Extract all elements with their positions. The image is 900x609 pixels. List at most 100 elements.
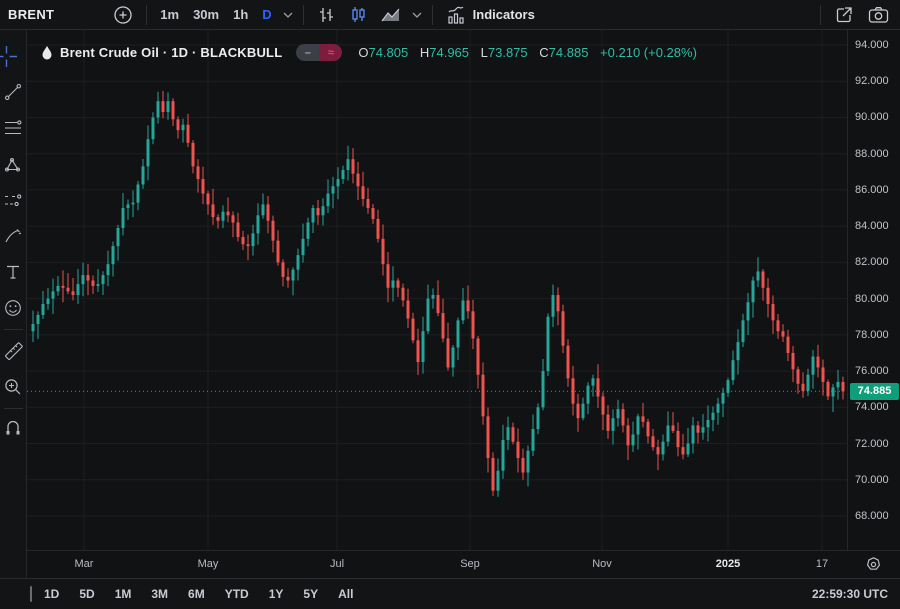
share-button[interactable] [827,2,861,28]
share-icon [834,5,854,25]
fib-retracement-icon [4,119,22,137]
magnet-icon [4,421,22,439]
close-label: C [539,45,549,60]
time-axis-label: Jul [329,558,345,570]
magnet-tool-button[interactable] [0,412,27,448]
range-button-5y[interactable]: 5Y [303,587,319,601]
time-axis-label: 17 [815,558,829,570]
crosshair-tool-button[interactable] [0,38,23,74]
price-axis-label: 76.000 [855,365,889,378]
toggle-approx-segment[interactable]: ≈ [319,44,343,61]
price-axis-label: 82.000 [855,256,889,269]
crosshair-icon [0,45,17,67]
timeframe-1m-button[interactable]: 1m [160,7,180,22]
toolbar-divider [146,4,148,25]
trend-line-icon [4,83,22,101]
price-axis-label: 80.000 [855,292,889,305]
toggle-dash-segment[interactable]: – [296,44,320,61]
high-label: H [419,45,430,60]
range-button-all[interactable]: All [338,587,354,601]
price-axis-label: 78.000 [855,328,889,341]
emoji-tool-button[interactable] [0,290,27,326]
projection-icon [4,192,22,209]
range-button-1m[interactable]: 1M [114,587,132,601]
price-axis-label: 94.000 [855,39,889,51]
high-value: 74.965 [429,45,470,60]
range-toolbar: 1D 5D 1M 3M 6M YTD 1Y 5Y All 22:59:30 UTC [0,578,900,609]
chart-area: Brent Crude Oil · 1D · BLACKBULL – ≈ O74… [0,30,900,550]
candles-chart-type-button[interactable] [342,2,374,28]
symbol-label[interactable]: BRENT [8,7,55,22]
close-value: 74.885 [548,45,589,60]
legend-title[interactable]: Brent Crude Oil · 1D · BLACKBULL [60,45,283,60]
ruler-tool-button[interactable] [0,333,27,369]
indicators-button[interactable]: Indicators [439,2,542,28]
camera-icon [868,6,889,24]
ohlc-readout: O74.805 H74.965 L73.875 C74.885 +0.210 (… [358,45,697,60]
price-axis-label: 92.000 [855,75,889,88]
clock-utc[interactable]: 22:59:30 UTC [811,587,888,601]
projection-tool-button[interactable] [0,182,27,218]
zoom-in-icon [4,378,22,396]
xabcd-pattern-icon [4,156,22,173]
bars-chart-type-button[interactable] [310,2,342,28]
xabcd-pattern-tool-button[interactable] [0,146,27,182]
range-button-5d[interactable]: 5D [79,587,95,601]
candles-icon [349,6,367,24]
price-axis-label: 68.000 [855,510,889,522]
range-button-ytd[interactable]: YTD [224,587,249,601]
toolbar-divider [820,4,821,25]
oil-drop-icon [40,45,54,61]
low-value: 73.875 [487,45,528,60]
low-label: L [480,45,488,60]
screenshot-button[interactable] [861,2,896,28]
emoji-icon [4,299,22,317]
time-axis[interactable]: Mar May Jul Sep Nov 2025 17 [27,550,900,578]
open-value: 74.805 [368,45,409,60]
market-status-toggle[interactable]: – ≈ [296,44,343,61]
price-axis-label: 74.000 [855,401,889,414]
indicators-icon [446,6,466,24]
toolbar-divider [431,4,433,25]
open-label: O [358,45,369,60]
timeframe-1h-button[interactable]: 1h [233,7,249,22]
price-axis-label: 72.000 [855,437,889,450]
trend-line-tool-button[interactable] [0,74,27,110]
range-button-1d[interactable]: 1D [44,587,60,601]
drawing-toolbar [0,30,27,609]
text-tool-button[interactable] [0,254,27,290]
zoom-in-tool-button[interactable] [0,369,27,405]
toolbar-divider [302,4,304,25]
range-button-6m[interactable]: 6M [188,587,205,601]
range-button-3m[interactable]: 3M [151,587,169,601]
price-axis-label: 86.000 [855,183,889,196]
indicators-label: Indicators [472,7,535,22]
top-toolbar: BRENT 1m 30m 1h D [0,0,900,30]
timeframe-chevron-down-icon[interactable] [279,12,297,18]
price-axis-label: 90.000 [855,111,889,124]
sidebar-divider [3,408,23,409]
compare-add-button[interactable] [106,2,140,28]
timeframe-1d-button[interactable]: D [262,7,272,22]
time-axis-label: Sep [460,558,480,570]
price-axis[interactable]: 94.000 92.000 90.000 88.000 86.000 84.000 82.0… [847,30,900,550]
chart-type-chevron-down-icon[interactable] [408,12,426,18]
sidebar-divider [3,329,23,330]
brush-tool-button[interactable] [0,218,27,254]
price-axis-label: 84.000 [855,220,889,233]
candlestick-chart-canvas[interactable] [0,30,847,550]
bars-icon [317,6,335,24]
area-chart-type-button[interactable] [374,2,408,28]
axis-settings-icon[interactable] [865,556,882,573]
timeframe-30m-button[interactable]: 30m [193,7,220,22]
scroll-thumb[interactable] [30,586,32,602]
price-axis-label: 70.000 [855,473,889,486]
chart-legend: Brent Crude Oil · 1D · BLACKBULL – ≈ O74… [40,44,697,61]
time-axis-label: May [197,558,219,570]
fib-retracement-tool-button[interactable] [0,110,27,146]
current-price-tag: 74.885 [850,382,899,400]
time-axis-label: 2025 [715,558,741,570]
plus-circle-icon [113,5,133,25]
range-button-1y[interactable]: 1Y [268,587,284,601]
